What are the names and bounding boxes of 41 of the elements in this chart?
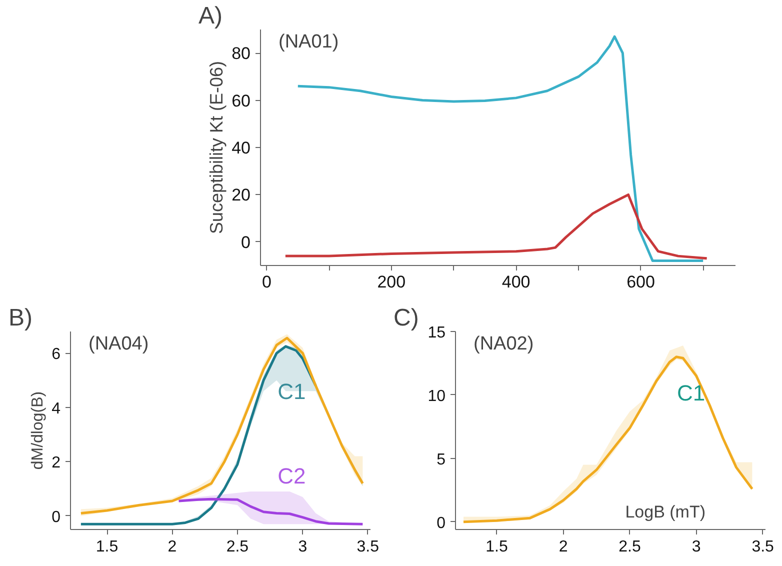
x-tick-label: 200 (377, 272, 406, 292)
x-tick-label: 1.5 (486, 538, 508, 556)
x-axis-title: LogB (mT) (625, 502, 706, 522)
chart-title: A) (198, 2, 222, 30)
x-tick-label: 3 (692, 538, 701, 556)
x-tick-label: 0 (262, 272, 272, 292)
series-label: C2 (278, 463, 306, 488)
y-tick-label: 15 (428, 324, 446, 342)
y-tick-label: 10 (428, 388, 446, 405)
y-tick-label: 40 (232, 138, 251, 158)
line-series (178, 498, 364, 526)
chart-title: B) (8, 304, 32, 332)
x-tick-label: 3 (298, 538, 308, 556)
chart-subtitle: (NA02) (474, 334, 534, 354)
annotation: C1 (677, 380, 706, 406)
x-tick-label: 600 (626, 272, 655, 292)
y-tick-label: 60 (232, 91, 251, 110)
y-tick-label: 80 (232, 44, 251, 64)
x-tick-label: 2.5 (618, 538, 642, 556)
chart-subtitle: (NA01) (278, 32, 339, 52)
y-tick-label: 5 (436, 451, 446, 468)
line-series (284, 193, 708, 260)
series-label: C1 (278, 378, 306, 404)
y-tick-label: 0 (241, 232, 251, 252)
y-axis-title: Suceptibility Kt (E-06) (206, 60, 227, 234)
x-tick-label: 400 (502, 272, 530, 292)
y-tick-label: 2 (52, 454, 61, 472)
x-tick-label: 2 (168, 538, 177, 556)
x-tick-label: 1.5 (96, 538, 118, 556)
chart-subtitle: (NA04) (88, 334, 149, 354)
y-axis-title: dM/dlog(B) (30, 391, 47, 470)
x-tick-label: 3.5 (752, 538, 774, 556)
chart-title: C) (394, 304, 419, 332)
x-tick-label: 2.5 (226, 538, 249, 556)
y-tick-label: 4 (52, 400, 61, 418)
y-tick-label: 6 (52, 346, 61, 364)
y-tick-label: 20 (232, 186, 251, 205)
y-tick-label: 0 (436, 514, 446, 532)
x-tick-label: 3.5 (356, 538, 380, 556)
y-tick-label: 0 (52, 508, 61, 526)
x-tick-label: 2 (558, 538, 568, 556)
